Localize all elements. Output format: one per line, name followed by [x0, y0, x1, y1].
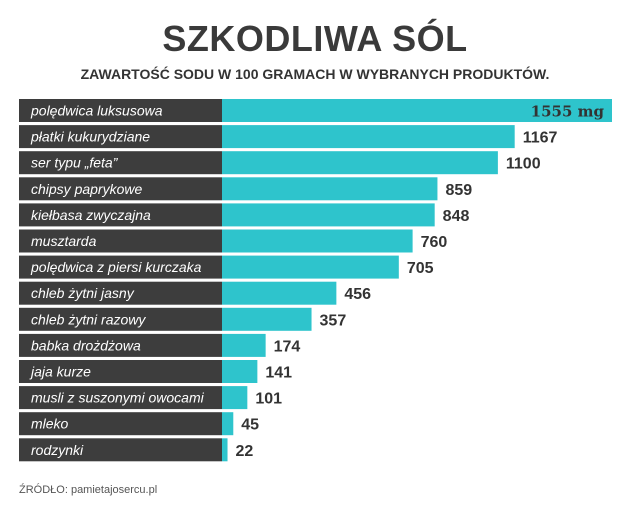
category-label-box [19, 177, 222, 201]
category-label: kiełbasa zwyczajna [31, 207, 151, 223]
chart-subtitle: ZAWARTOŚĆ SODU W 100 GRAMACH W WYBRANYCH… [80, 66, 550, 82]
value-label: 760 [421, 234, 448, 251]
chart-title: SZKODLIWA SÓL [162, 18, 468, 59]
category-label-box [19, 151, 222, 175]
bar [222, 229, 413, 253]
category-label-box [19, 333, 222, 357]
bar [222, 177, 438, 201]
category-label: babka drożdżowa [31, 337, 141, 353]
category-label: jaja kurze [29, 364, 91, 380]
category-label-box [19, 281, 222, 305]
value-label: 1100 [506, 156, 541, 173]
bar [222, 203, 435, 227]
bar [222, 151, 498, 175]
value-label: 101 [255, 391, 282, 408]
value-label: 456 [344, 286, 371, 303]
value-label: 1555 mg [531, 103, 605, 121]
category-label: chipsy paprykowe [31, 181, 142, 197]
bar [222, 333, 266, 357]
category-label-box [19, 360, 222, 383]
category-label-box [19, 99, 222, 122]
value-label: 22 [236, 443, 254, 460]
category-label: płatki kukurydziane [30, 129, 150, 145]
bar [222, 412, 234, 436]
category-label: polędwica z piersi kurczaka [30, 259, 202, 275]
value-label: 357 [320, 312, 347, 329]
category-label-box [19, 386, 222, 410]
category-label-box [19, 203, 222, 227]
bar [222, 307, 312, 331]
bar [222, 438, 228, 462]
category-label: ser typu „feta” [31, 155, 119, 171]
value-label: 848 [443, 208, 470, 225]
bar [222, 125, 515, 149]
category-label: mleko [31, 416, 69, 432]
category-label: musli z suszonymi owocami [31, 390, 205, 406]
category-label-box [19, 255, 222, 279]
category-label-box [19, 307, 222, 331]
value-label: 705 [407, 260, 434, 277]
category-label: musztarda [31, 233, 97, 249]
value-label: 174 [274, 338, 301, 355]
bar [222, 360, 258, 383]
value-label: 859 [445, 182, 472, 199]
value-label: 141 [265, 365, 292, 382]
category-label: polędwica luksusowa [30, 103, 163, 119]
category-label: chleb żytni razowy [31, 311, 146, 327]
source-note: ŹRÓDŁO: pamietajosercu.pl [19, 484, 158, 496]
bar [222, 255, 399, 279]
bar [222, 386, 248, 410]
bar [222, 99, 612, 122]
category-label: chleb żytni jasny [31, 285, 135, 301]
category-label-box [19, 229, 222, 253]
category-label-box [19, 125, 222, 149]
bar [222, 281, 337, 305]
value-label: 1167 [523, 130, 558, 147]
category-label-box [19, 412, 222, 436]
category-label-box [19, 438, 222, 462]
category-label: rodzynki [31, 442, 84, 458]
value-label: 45 [241, 417, 259, 434]
